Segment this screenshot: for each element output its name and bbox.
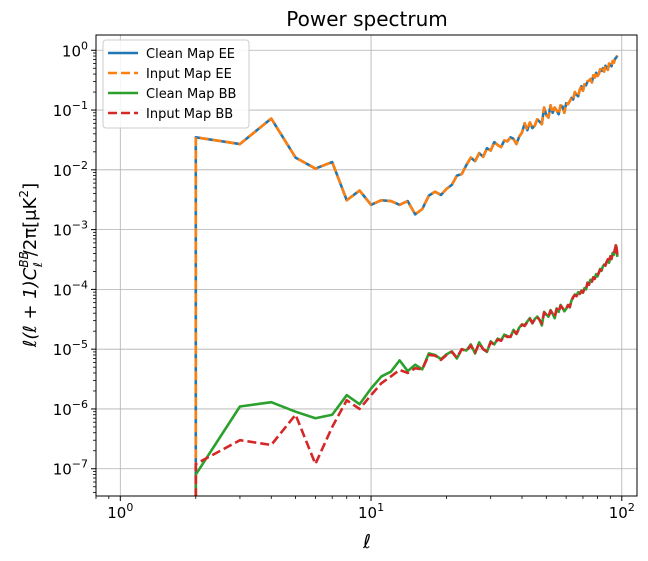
legend: Clean Map EE Input Map EE Clean Map BB Inpu… (102, 39, 250, 129)
series-line-1 (194, 54, 619, 496)
axis-ticks: 100 101 102 10−7 10−6 10−5 10−4 10−3 10−2 10−1 100 (53, 39, 635, 522)
y-tick-label: 100 (62, 39, 88, 60)
y-tick-label: 10−2 (53, 159, 88, 180)
y-tick-label: 10−5 (53, 338, 88, 359)
legend-entry: Input Map EE (146, 67, 232, 82)
y-tick-label: 10−1 (53, 99, 88, 120)
legend-entry: Input Map BB (146, 107, 233, 122)
series-line-3 (194, 244, 619, 496)
x-tick-label: 100 (107, 501, 133, 522)
x-tick-label: 101 (358, 501, 384, 522)
y-tick-label: 10−6 (53, 398, 88, 419)
y-tick-label: 10−3 (53, 219, 88, 240)
y-tick-label: 10−4 (53, 278, 88, 299)
y-axis-label: ℓ(ℓ + 1)CBBℓ/2π[μK2] (17, 183, 45, 348)
x-axis-label: ℓ (362, 531, 371, 553)
x-tick-label: 102 (609, 501, 635, 522)
y-tick-label: 10−7 (53, 458, 88, 479)
legend-entry: Clean Map EE (146, 47, 235, 62)
legend-entry: Clean Map BB (146, 87, 236, 102)
series-lines (194, 54, 619, 496)
plot-frame (95, 34, 638, 497)
chart-title: Power spectrum (286, 7, 447, 31)
series-line-2 (194, 54, 619, 496)
series-line-4 (194, 242, 619, 496)
legend-box (102, 39, 250, 129)
